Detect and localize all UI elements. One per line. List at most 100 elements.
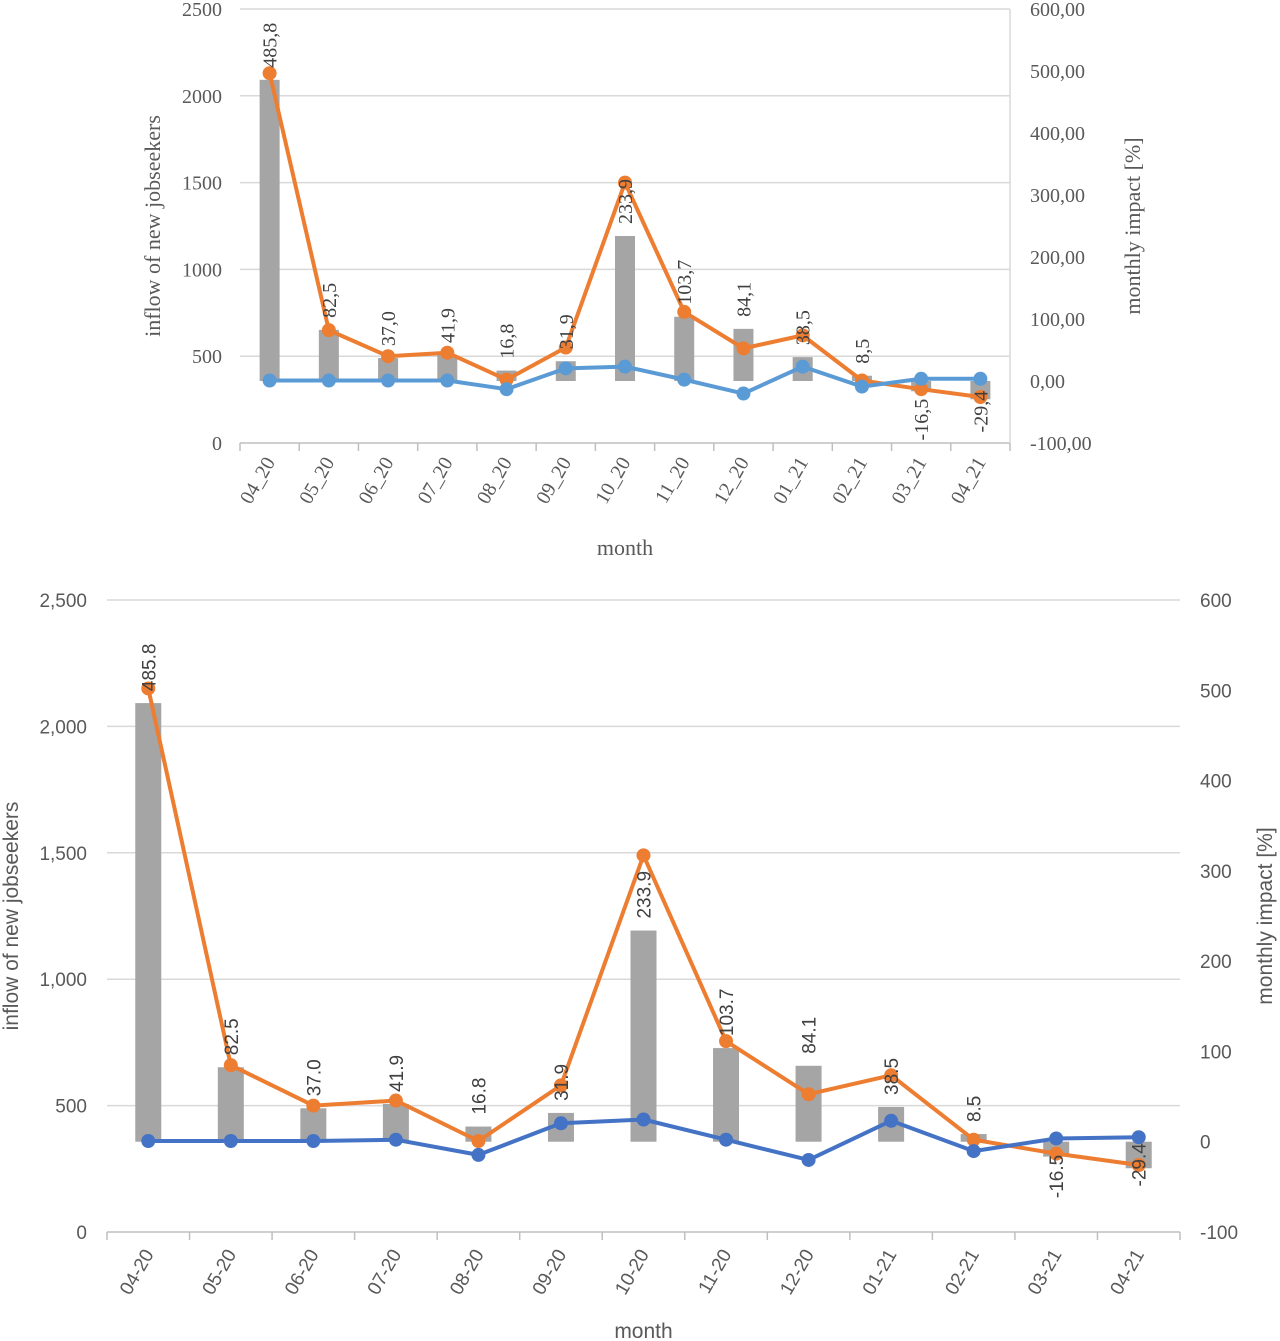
y-tick-label: 1,500 — [39, 844, 87, 865]
series-point — [677, 372, 692, 387]
y2-tick-label: 300 — [1200, 862, 1232, 883]
y-tick-label: 2,500 — [39, 591, 87, 612]
series-point — [1131, 1130, 1146, 1145]
series-point — [677, 304, 692, 319]
series-point — [884, 1113, 899, 1128]
x-tick-label: 08-20 — [446, 1246, 488, 1299]
series-point — [440, 345, 455, 360]
series-point — [966, 1132, 981, 1147]
x-axis-title: month — [597, 535, 653, 560]
data-label: 485.8 — [139, 644, 160, 692]
x-tick-label: 05_20 — [295, 454, 339, 508]
series-point — [558, 361, 573, 376]
x-tick-label: 07_20 — [414, 454, 458, 508]
series-point — [223, 1133, 238, 1148]
series-point — [636, 1112, 651, 1127]
series-point — [306, 1133, 321, 1148]
series-point — [553, 1078, 568, 1093]
series-point — [306, 1098, 321, 1113]
series-point — [795, 328, 810, 343]
y-tick-label: 0 — [76, 1223, 87, 1244]
series-point — [801, 1087, 816, 1102]
series-point — [736, 341, 751, 356]
x-tick-label: 10-20 — [611, 1246, 653, 1299]
chart-2: 0 500 1,000 1,500 2,000 2,500 -100 0 100 200 300 40… — [0, 591, 1277, 1341]
series-point — [636, 848, 651, 863]
x-tick-label: 11-20 — [695, 1246, 737, 1297]
y2-tick-label: 500 — [1200, 681, 1232, 702]
data-label: 37.0 — [304, 1059, 325, 1096]
series-point — [558, 340, 573, 355]
data-label: 41.9 — [387, 1055, 408, 1092]
y-axis-title: inflow of new jobseekers — [0, 802, 23, 1031]
chart-1: 0 500 1000 1500 2000 2500 -100,00 0,00 100,00 200… — [140, 0, 1145, 560]
series-point — [884, 1068, 899, 1083]
x-tick-label: 01_21 — [769, 454, 813, 508]
series-point — [914, 382, 929, 397]
bar — [713, 1048, 740, 1142]
bar — [135, 703, 162, 1142]
data-label: 16,8 — [497, 324, 519, 359]
x-tick-label: 12_20 — [710, 454, 754, 508]
y-tick-label: 1500 — [182, 173, 222, 195]
y2-axis-title: monthly impact [%] — [1120, 137, 1145, 314]
y2-tick-label: -100 — [1200, 1223, 1238, 1244]
bar — [437, 355, 458, 381]
data-label: 8,5 — [852, 339, 874, 364]
x-tick-label: 06-20 — [281, 1246, 323, 1299]
x-tick-label: 10_20 — [591, 454, 635, 508]
y2-axis-title: monthly impact [%] — [1254, 827, 1277, 1004]
x-tick-label: 04-21 — [1107, 1246, 1149, 1299]
x-tick-label: 04_20 — [236, 454, 280, 508]
series-point — [388, 1093, 403, 1108]
series-point — [1131, 1158, 1146, 1173]
data-label: -16,5 — [911, 399, 933, 441]
series-point — [440, 373, 455, 388]
y-tick-label: 2,000 — [39, 717, 87, 738]
series-point — [1049, 1131, 1064, 1146]
series-point — [381, 373, 396, 388]
data-label: 103,7 — [674, 260, 696, 305]
y-tick-label: 2500 — [182, 0, 222, 21]
x-tick-label: 09_20 — [532, 454, 576, 508]
data-label: 485,8 — [260, 23, 282, 68]
x-tick-label: 08_20 — [473, 454, 517, 508]
data-label: 84.1 — [800, 1017, 821, 1054]
series-point — [801, 1152, 816, 1167]
data-label: -16.5 — [1047, 1155, 1068, 1198]
series-point — [499, 382, 514, 397]
y-tick-label: 2000 — [182, 86, 222, 108]
data-label: 8.5 — [965, 1096, 986, 1122]
series-point — [321, 323, 336, 338]
series-point — [553, 1116, 568, 1131]
x-tick-label: 09-20 — [529, 1246, 571, 1299]
y-tick-label: 1000 — [182, 259, 222, 281]
data-label: 37,0 — [378, 311, 400, 346]
y-tick-label: 0 — [212, 433, 222, 455]
x-tick-label: 06_20 — [354, 454, 398, 508]
series-point — [262, 66, 277, 81]
series-point — [719, 1132, 734, 1147]
bar — [318, 329, 339, 381]
x-tick-label: 01-21 — [859, 1246, 901, 1299]
bar — [259, 79, 280, 381]
series-point — [914, 371, 929, 386]
y-tick-label: 500 — [55, 1097, 87, 1118]
x-tick-label: 02-21 — [941, 1246, 983, 1299]
series-point — [966, 1144, 981, 1159]
data-label: 38,5 — [793, 310, 815, 345]
bar — [217, 1067, 244, 1142]
y2-tick-label: 0 — [1200, 1133, 1211, 1154]
series-point — [618, 175, 632, 190]
data-label: 41,9 — [437, 308, 459, 343]
series-point — [736, 386, 751, 401]
series-point — [471, 1133, 486, 1148]
x-tick-label: 05-20 — [199, 1246, 241, 1299]
y2-tick-label: 400 — [1200, 772, 1232, 793]
x-axis-title: month — [614, 1320, 672, 1341]
x-tick-label: 02_21 — [828, 454, 872, 508]
x-tick-label: 04-20 — [116, 1246, 158, 1299]
series-point — [471, 1147, 486, 1162]
series-point — [381, 349, 396, 364]
